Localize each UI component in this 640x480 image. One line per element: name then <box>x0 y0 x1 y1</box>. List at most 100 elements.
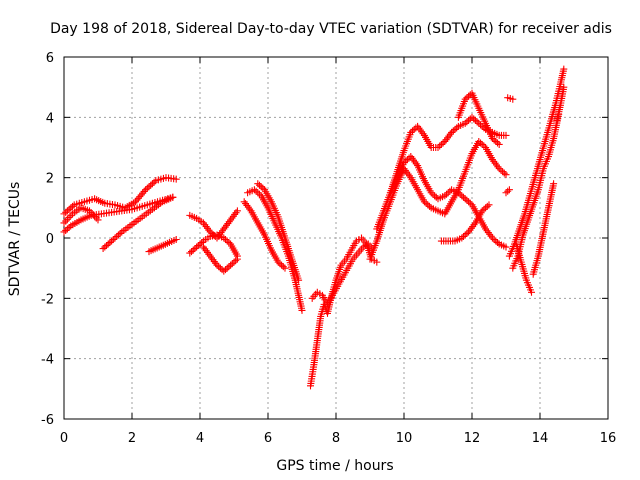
data-point-marker <box>465 92 473 100</box>
x-tick-label: 10 <box>396 431 413 446</box>
data-point-marker <box>478 122 486 130</box>
chart-title: Day 198 of 2018, Sidereal Day-to-day VTE… <box>50 21 612 37</box>
data-point-marker <box>172 236 180 244</box>
data-point-marker <box>133 196 141 204</box>
data-point-marker <box>560 65 568 73</box>
x-tick-label: 6 <box>264 431 272 446</box>
x-tick-label: 16 <box>600 431 617 446</box>
data-point-marker <box>494 239 501 247</box>
data-point-marker <box>65 213 73 221</box>
data-point-marker <box>427 189 435 197</box>
data-point-marker <box>147 181 155 189</box>
data-point-marker <box>502 189 510 197</box>
data-point-marker <box>60 210 68 218</box>
data-point-marker <box>473 118 481 126</box>
data-point-marker <box>257 183 265 191</box>
data-point-marker <box>62 217 70 225</box>
data-point-marker <box>137 191 145 199</box>
data-point-marker <box>188 248 195 256</box>
x-axis-label: GPS time / hours <box>276 458 393 474</box>
data-point-marker <box>482 204 490 212</box>
data-point-marker <box>400 159 408 167</box>
data-point-marker <box>488 234 496 242</box>
data-point-marker <box>465 198 473 206</box>
data-point-marker <box>468 113 476 121</box>
data-point-marker <box>103 242 110 250</box>
data-point-marker <box>169 193 177 201</box>
data-point-marker <box>461 231 469 239</box>
data-point-marker <box>502 171 510 179</box>
data-point-marker <box>136 193 144 201</box>
data-point-marker <box>65 205 73 213</box>
data-point-marker <box>279 263 287 271</box>
data-point-marker <box>429 190 437 198</box>
data-point-marker <box>228 260 236 268</box>
data-point-marker <box>254 189 262 197</box>
data-point-marker <box>509 95 517 103</box>
data-point-marker <box>483 202 491 210</box>
data-point-marker <box>560 83 568 91</box>
data-point-marker <box>196 240 204 248</box>
data-point-marker <box>227 261 235 269</box>
data-point-marker <box>449 127 457 135</box>
data-point-marker <box>461 119 469 127</box>
data-point-marker <box>475 119 483 127</box>
data-point-marker <box>113 232 121 240</box>
x-tick-label: 12 <box>464 431 481 446</box>
data-point-marker <box>490 136 498 144</box>
data-point-marker <box>198 239 206 247</box>
data-point-marker <box>477 139 484 147</box>
data-point-marker <box>106 239 114 247</box>
x-tick-label: 0 <box>60 431 68 446</box>
data-point-marker <box>471 116 479 124</box>
data-point-marker <box>494 139 501 147</box>
data-point-marker <box>276 260 284 268</box>
data-point-marker <box>403 156 411 164</box>
y-tick-label: -2 <box>41 292 54 307</box>
data-point-marker <box>439 139 447 147</box>
data-point-marker <box>233 255 241 263</box>
data-point-marker <box>172 175 180 183</box>
data-point-marker <box>67 204 75 212</box>
x-tick-label: 14 <box>532 431 549 446</box>
data-point-marker <box>456 190 464 198</box>
data-point-marker <box>460 232 467 240</box>
data-point-marker <box>134 194 142 202</box>
data-point-marker <box>298 306 306 314</box>
data-point-marker <box>475 137 483 145</box>
data-point-marker <box>104 240 112 248</box>
data-point-marker <box>500 169 508 177</box>
data-point-marker <box>63 215 71 223</box>
data-point-marker <box>69 202 76 210</box>
data-point-marker <box>215 263 223 271</box>
data-point-marker <box>488 134 496 142</box>
data-point-marker <box>225 263 233 271</box>
data-point-marker <box>256 181 263 189</box>
data-point-marker <box>67 212 75 220</box>
data-point-marker <box>407 128 415 136</box>
data-point-marker <box>99 245 107 253</box>
data-point-marker <box>116 229 124 237</box>
data-point-marker <box>402 157 410 165</box>
data-point-marker <box>463 229 471 237</box>
data-point-marker <box>434 144 442 151</box>
data-point-marker <box>490 236 498 244</box>
data-point-marker <box>63 225 71 233</box>
data-point-marker <box>193 243 201 251</box>
data-point-marker <box>62 226 70 234</box>
y-tick-label: 6 <box>46 51 54 66</box>
data-point-marker <box>451 125 459 133</box>
data-point-marker <box>222 266 229 274</box>
data-point-marker <box>63 207 71 215</box>
y-tick-label: 4 <box>46 111 54 126</box>
data-point-marker <box>62 208 70 216</box>
data-point-marker <box>466 199 474 207</box>
data-point-marker <box>111 234 119 242</box>
data-point-marker <box>60 219 68 227</box>
data-point-marker <box>480 205 488 213</box>
data-point-marker <box>426 202 433 210</box>
data-point-marker <box>94 216 102 224</box>
data-point-marker <box>550 180 558 188</box>
data-point-marker <box>453 124 461 132</box>
